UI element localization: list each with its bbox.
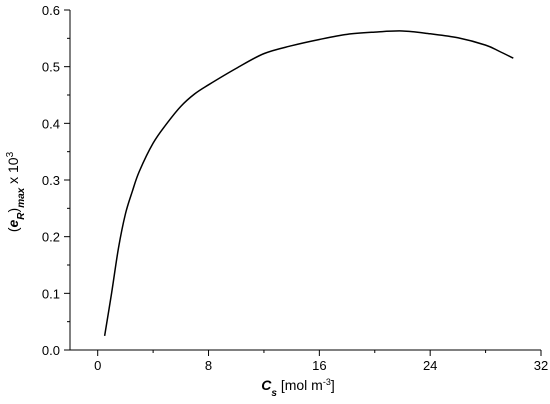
x-tick-label: 8: [205, 358, 212, 373]
y-tick-label: 0.2: [42, 230, 60, 245]
x-axis-title: Cs [mol m-3]: [261, 377, 334, 399]
y-axis-multiplier: x 10: [5, 157, 21, 188]
x-axis-unit-close: ]: [331, 377, 335, 393]
x-tick-label: 32: [534, 358, 548, 373]
y-tick-label: 0.6: [42, 3, 60, 18]
data-line: [103, 30, 514, 336]
x-axis-symbol: C: [261, 377, 272, 393]
x-axis-unit: [mol m: [277, 377, 323, 393]
y-axis-symbol: e: [5, 219, 21, 227]
y-tick-label: 0.3: [42, 173, 60, 188]
y-tick-label: 0.1: [42, 286, 60, 301]
y-axis-exponent: 3: [5, 151, 16, 157]
y-tick-label: 0.4: [42, 116, 60, 131]
x-tick-label: 0: [94, 358, 101, 373]
y-axis-symbol-subscript: R: [16, 212, 27, 220]
y-axis-close-paren: ): [5, 208, 21, 213]
series-layer: [103, 30, 514, 336]
y-tick-label: 0.5: [42, 60, 60, 75]
y-axis-open-paren: (: [5, 227, 21, 232]
x-tick-label: 24: [423, 358, 437, 373]
x-axis-unit-exponent: -3: [323, 377, 331, 387]
y-axis-max-subscript: max: [16, 187, 27, 207]
tick-labels: 0 8 16 24 32 0.0 0.1 0.2 0.3 0.4 0.5 0.6: [42, 3, 548, 373]
tick-marks: [64, 9, 542, 356]
y-tick-label: 0.0: [42, 343, 60, 358]
x-tick-label: 16: [312, 358, 326, 373]
x-axis-symbol-subscript: s: [271, 388, 277, 399]
axes: [69, 10, 541, 351]
y-axis-title: (eR)max x 103: [5, 151, 27, 232]
